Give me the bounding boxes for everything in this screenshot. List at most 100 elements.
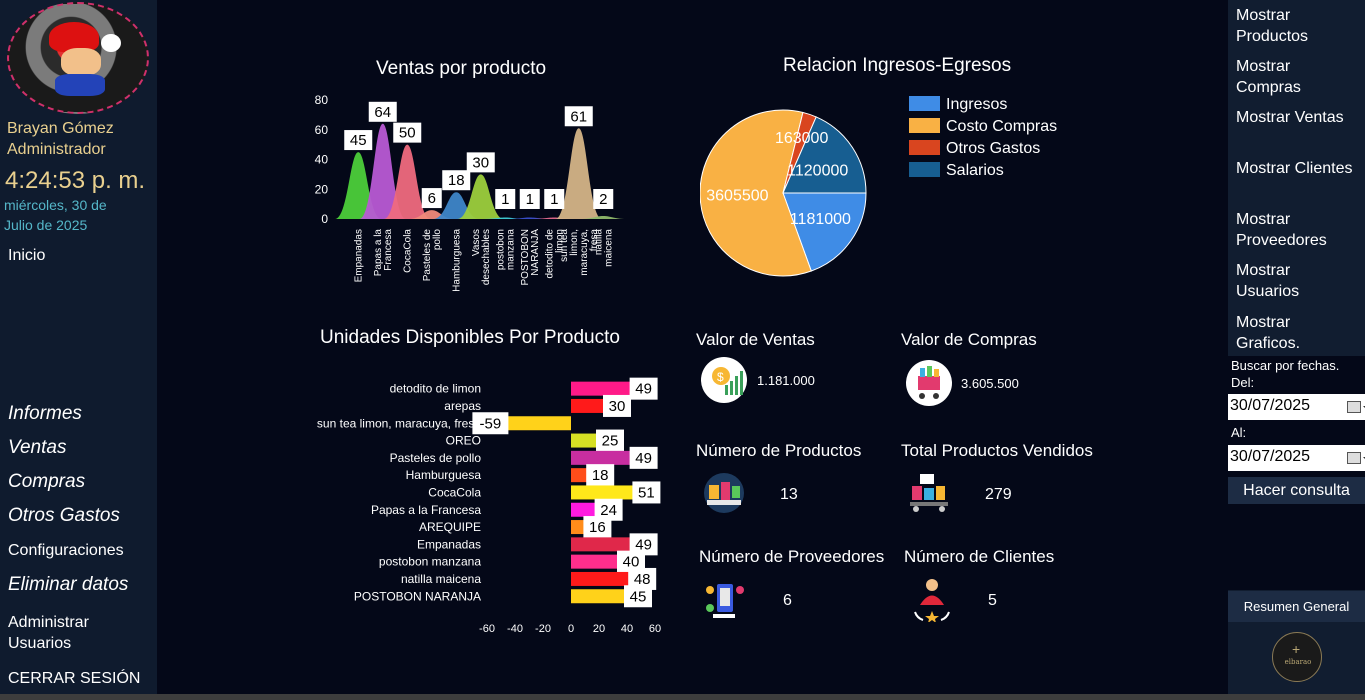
legend-label: Otros Gastos: [946, 140, 1040, 157]
to-date-picker[interactable]: 30/07/2025: [1228, 445, 1365, 471]
kpi-num-clientes-title: Número de Clientes: [904, 547, 1055, 566]
mostrar-proveedores-link[interactable]: Mostrar Proveedores: [1236, 211, 1327, 249]
svg-text:Francesa: Francesa: [383, 229, 394, 271]
data-label: 40: [617, 550, 645, 573]
svg-text:61: 61: [570, 108, 587, 125]
x-tick-label: 40: [621, 623, 633, 635]
data-label: 18: [586, 464, 615, 487]
legend-label: Salarios: [946, 162, 1004, 179]
x-tick-label: natilla maicena: [593, 229, 614, 267]
nav-eliminar-datos[interactable]: Eliminar datos: [8, 574, 129, 595]
x-tick-label: CocaCola: [402, 229, 413, 273]
pie-label: 163000: [775, 130, 828, 147]
mostrar-clientes-link[interactable]: Mostrar Clientes: [1236, 160, 1353, 177]
nav-otros-gastos[interactable]: Otros Gastos: [8, 505, 120, 526]
kpi-total-vendidos-value: 279: [985, 486, 1012, 503]
svg-text:2: 2: [599, 191, 607, 208]
data-label: 1: [495, 189, 516, 209]
bar: [571, 589, 634, 604]
bar: [571, 398, 613, 413]
mostrar-usuarios-link[interactable]: Mostrar Usuarios: [1236, 262, 1300, 300]
data-label: 49: [629, 446, 658, 469]
svg-text:49: 49: [635, 381, 652, 398]
svg-text:49: 49: [635, 450, 652, 467]
chart-ventas-title: Ventas por producto: [376, 58, 547, 79]
data-label: 24: [594, 498, 623, 521]
svg-text:45: 45: [350, 132, 367, 149]
svg-text:18: 18: [592, 467, 609, 484]
hacer-consulta-button[interactable]: Hacer consulta: [1228, 477, 1365, 504]
data-label: 25: [596, 429, 624, 452]
svg-text:Pasteles de: Pasteles de: [422, 229, 433, 282]
data-label: 49: [629, 377, 658, 400]
svg-text:manzana: manzana: [505, 229, 516, 271]
nav-ventas[interactable]: Ventas: [8, 437, 67, 458]
svg-text:sun tea: sun tea: [559, 229, 570, 262]
nav-cerrar-sesion[interactable]: CERRAR SESIÓN: [8, 670, 141, 687]
data-label: 48: [628, 567, 657, 590]
user-name: Brayan Gómez: [7, 120, 114, 137]
area-peak: [555, 128, 603, 219]
from-label: Del:: [1231, 375, 1255, 390]
pie-label: 1181000: [790, 211, 851, 228]
data-label: -59: [472, 412, 509, 435]
x-tick-label: -20: [535, 623, 551, 635]
svg-text:Vasos: Vasos: [471, 229, 482, 256]
data-label: 45: [624, 585, 652, 608]
x-tick-label: -60: [479, 623, 495, 635]
nav-administrar-usuarios[interactable]: Administrar Usuarios: [8, 614, 89, 652]
to-label: Al:: [1231, 425, 1247, 440]
nav-inicio[interactable]: Inicio: [8, 247, 46, 264]
data-label: 45: [344, 130, 373, 151]
mostrar-graficos-link[interactable]: Mostrar Graficos.: [1236, 314, 1301, 352]
svg-text:Hamburguesa: Hamburguesa: [451, 229, 462, 292]
calendar-icon[interactable]: [1347, 401, 1365, 413]
clock: 4:24:53 p. m.: [5, 167, 146, 194]
calendar-icon[interactable]: [1347, 452, 1365, 464]
data-label: 1: [544, 189, 565, 209]
svg-text:POSTOBON: POSTOBON: [520, 229, 531, 286]
chart-relacion-ingresos-egresos: 1181000 3605500 163000 1120000 Ingresos Costo…: [700, 96, 1057, 277]
data-label: 61: [564, 106, 593, 127]
legend-swatch: [909, 118, 940, 133]
svg-text:-59: -59: [480, 415, 502, 432]
svg-text:40: 40: [623, 554, 640, 571]
nav-informes[interactable]: Informes: [8, 403, 82, 424]
supplier-icon: [701, 576, 747, 622]
kpi-valor-compras-value: 3.605.500: [961, 376, 1019, 391]
y-tick-label: 0: [321, 212, 328, 226]
data-label: 1: [519, 189, 540, 209]
pie-label: 3605500: [706, 187, 768, 204]
svg-text:$: $: [717, 370, 724, 384]
svg-text:45: 45: [630, 588, 647, 605]
data-label: 2: [593, 189, 614, 209]
x-tick-label: sun tea limon, maracuya, fresa: [559, 229, 600, 276]
x-tick-label: 20: [593, 623, 605, 635]
nav-compras[interactable]: Compras: [8, 471, 86, 492]
kpi-num-productos-value: 13: [780, 486, 798, 503]
data-label: 18: [442, 170, 471, 191]
mostrar-ventas-link[interactable]: Mostrar Ventas: [1236, 109, 1344, 126]
from-date-picker[interactable]: 30/07/2025: [1228, 394, 1365, 420]
kpi-valor-compras-title: Valor de Compras: [901, 330, 1037, 349]
mostrar-productos-link[interactable]: Mostrar Productos: [1236, 7, 1309, 45]
svg-text:1: 1: [526, 191, 534, 208]
resumen-general-button[interactable]: Resumen General: [1228, 591, 1365, 622]
svg-text:desechables: desechables: [481, 229, 492, 285]
kpi-num-proveedores-value: 6: [783, 592, 792, 609]
brand-logo: elbarao: [1272, 632, 1322, 682]
bar: [571, 485, 643, 500]
right-sidebar: Mostrar Productos Mostrar Compras Mostra…: [1228, 0, 1365, 700]
x-tick-label: 0: [568, 623, 574, 635]
area-peak: [579, 216, 627, 219]
legend-swatch: [909, 96, 940, 111]
nav-configuraciones[interactable]: Configuraciones: [8, 542, 124, 559]
legend-label: Ingresos: [946, 96, 1007, 113]
kpi-total-vendidos-title: Total Productos Vendidos: [901, 441, 1093, 460]
svg-text:48: 48: [634, 571, 651, 588]
bar-category-label: natilla maicena: [401, 572, 481, 586]
mostrar-compras-link[interactable]: Mostrar Compras: [1236, 58, 1301, 96]
x-tick-label: postobon manzana: [495, 229, 516, 271]
to-date-value: 30/07/2025: [1230, 448, 1311, 465]
